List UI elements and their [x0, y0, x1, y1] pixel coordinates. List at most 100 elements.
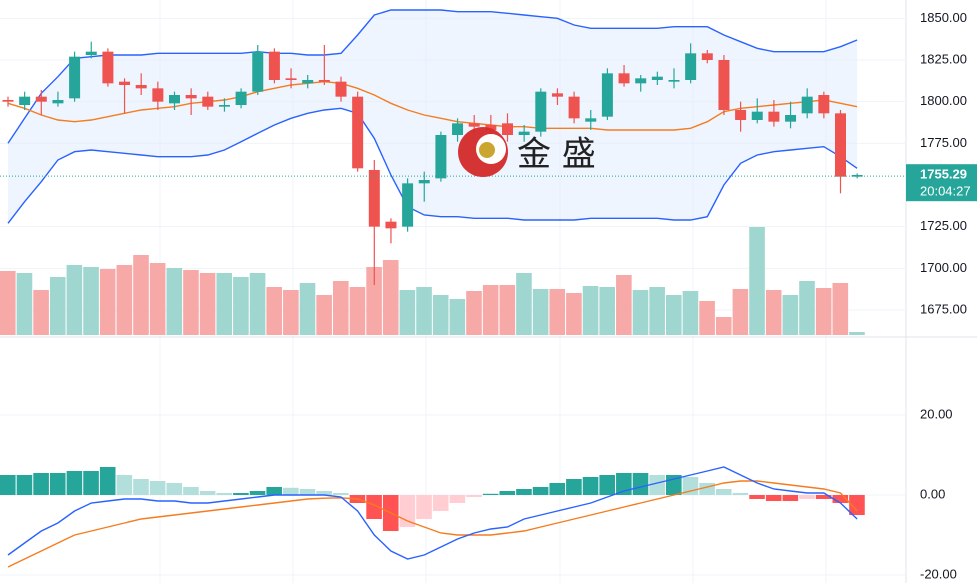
last-price-label: 1755.29 — [920, 167, 967, 182]
candle-body — [701, 53, 713, 60]
candle-body — [585, 118, 597, 122]
macd-histogram-bar — [732, 493, 749, 495]
candle-body — [368, 170, 380, 227]
candle-body — [119, 81, 131, 85]
candle-body — [335, 81, 347, 97]
candle-body — [318, 80, 330, 82]
volume-bar — [749, 227, 765, 335]
macd-histogram-bar — [649, 475, 665, 495]
volume-bar — [715, 317, 732, 335]
macd-histogram-bar — [532, 487, 549, 495]
volume-bar — [782, 295, 799, 335]
volume-bar — [416, 287, 432, 335]
macd-histogram-bar — [849, 495, 865, 515]
volume-bar — [732, 289, 749, 335]
macd-histogram-bar — [49, 473, 66, 495]
candle-body — [85, 51, 97, 55]
candle-body — [52, 100, 64, 104]
candle-body — [818, 95, 830, 114]
candle-body — [302, 80, 314, 84]
volume-bar — [516, 273, 532, 335]
candle-body — [285, 78, 297, 80]
macd-histogram-bar — [266, 487, 282, 495]
macd-histogram-bar — [416, 495, 432, 519]
macd-histogram-bar — [99, 467, 116, 495]
volume-bar — [266, 287, 282, 335]
volume-bar — [499, 285, 516, 335]
last-price-box — [906, 164, 977, 202]
volume-bar — [432, 295, 449, 335]
candle-body — [718, 60, 730, 110]
macd-histogram-bar — [516, 489, 532, 495]
volume-bar — [632, 290, 649, 335]
candle-body — [135, 85, 147, 89]
macd-histogram-bar — [466, 495, 482, 497]
candle-body — [502, 123, 513, 135]
candle-body — [785, 115, 797, 122]
candle-body — [551, 93, 563, 97]
volume-bar — [16, 273, 33, 335]
macd-histogram-bar — [166, 483, 183, 495]
macd-histogram-bar — [832, 495, 849, 503]
macd-histogram-bar — [815, 495, 832, 499]
middle-band-line — [7, 80, 858, 131]
y-tick-label: 1675.00 — [920, 301, 967, 316]
macd-histogram-bar — [499, 491, 516, 495]
candle-body — [435, 135, 447, 179]
volume-bar — [233, 277, 249, 335]
volume-bar — [449, 299, 466, 335]
y-tick-label: -20.00 — [920, 566, 957, 581]
candle-body — [235, 91, 247, 105]
volume-bar — [149, 263, 166, 335]
macd-histogram-bar — [199, 491, 216, 495]
volume-bar — [333, 281, 349, 335]
y-tick-label: 1800.00 — [920, 93, 967, 108]
macd-histogram-bar — [566, 479, 582, 495]
volume-bar — [482, 285, 499, 335]
volume-bar — [532, 289, 549, 335]
candle-body — [685, 53, 697, 80]
volume-bar — [382, 260, 399, 335]
y-tick-label: 1775.00 — [920, 135, 967, 150]
watermark-text: 金 盛 — [517, 135, 596, 175]
candle-body — [202, 96, 214, 107]
candle-body — [218, 105, 230, 107]
last-time-label: 20:04:27 — [920, 184, 971, 199]
candle-body — [185, 95, 197, 99]
candle-body — [618, 73, 630, 84]
macd-line — [7, 466, 858, 560]
macd-histogram-bar — [116, 475, 133, 495]
upper-band-line — [7, 9, 858, 144]
volume-bar — [765, 290, 782, 335]
macd-histogram-bar — [799, 495, 815, 499]
macd-histogram-bar — [183, 487, 199, 495]
candle-body — [651, 76, 663, 80]
candle-body — [252, 51, 264, 92]
volume-bar — [283, 290, 299, 335]
volume-bar — [349, 287, 366, 335]
volume-bar — [566, 293, 582, 335]
volume-bar — [616, 275, 632, 335]
macd-histogram-bar — [0, 475, 16, 495]
candle-body — [418, 180, 430, 184]
volume-bar — [249, 273, 266, 335]
y-tick-label: 1850.00 — [920, 10, 967, 25]
macd-histogram-bar — [632, 473, 649, 495]
candle-body — [452, 123, 464, 135]
macd-histogram-bar — [432, 495, 449, 511]
macd-histogram-bar — [83, 471, 99, 495]
volume-bar — [183, 270, 199, 335]
macd-histogram-bar — [582, 477, 599, 495]
candle-body — [102, 51, 114, 84]
volume-bar — [99, 269, 116, 335]
candle-body — [768, 111, 780, 122]
macd-histogram-bar — [316, 491, 332, 495]
macd-histogram-bar — [149, 481, 166, 495]
volume-bar — [199, 273, 216, 335]
volume-bar — [366, 267, 382, 335]
macd-histogram-bar — [449, 495, 466, 503]
volume-bar — [466, 291, 482, 335]
candle-body — [152, 88, 164, 102]
signal-line — [7, 480, 858, 568]
